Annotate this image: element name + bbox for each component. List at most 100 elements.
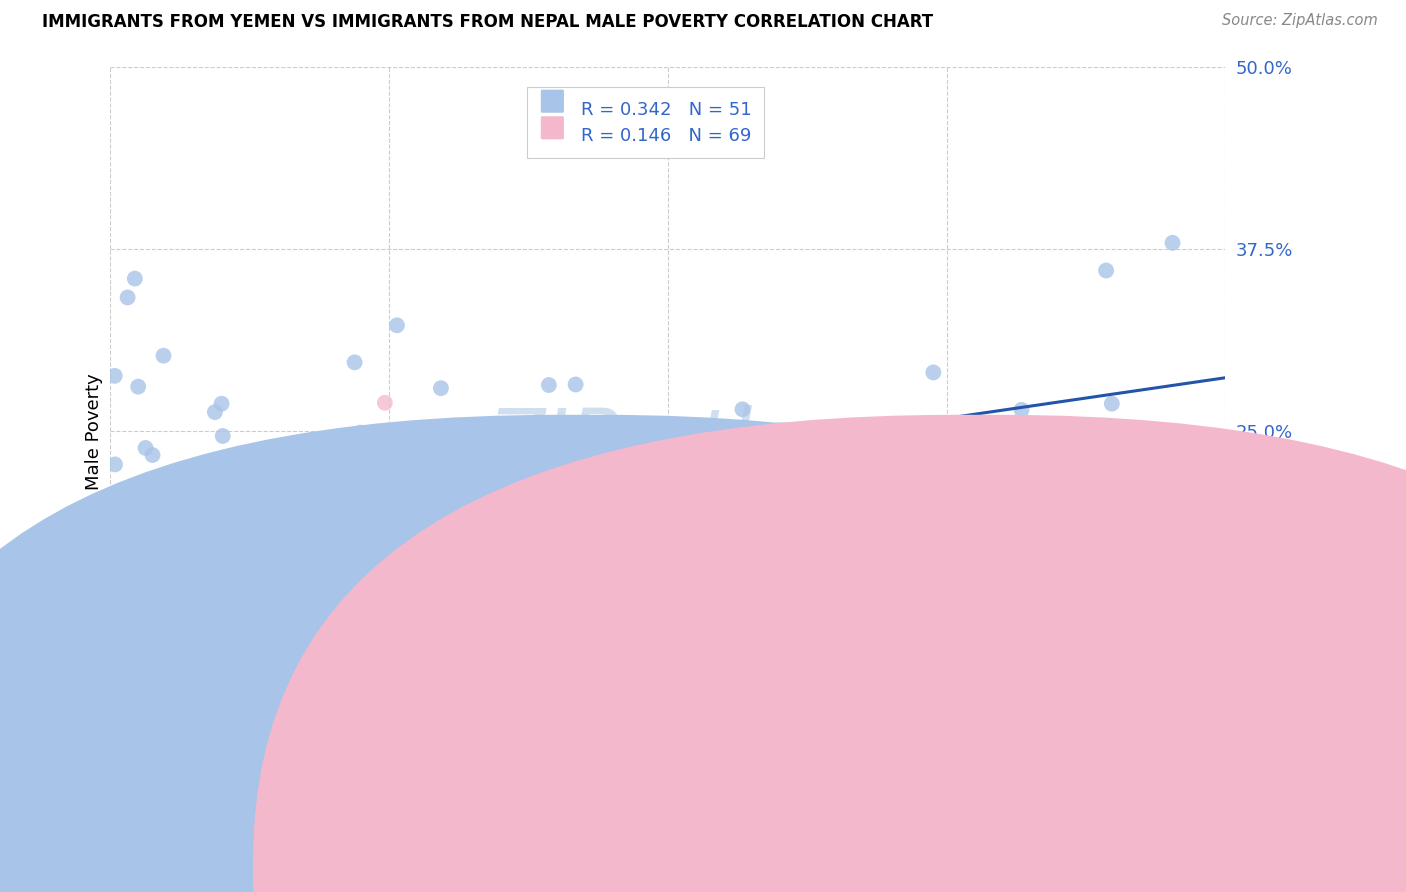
Point [837, 577, 859, 591]
Point [232, 680, 254, 694]
Point [922, 366, 945, 380]
Point [165, 634, 187, 648]
Point [141, 664, 163, 678]
Point [1095, 263, 1118, 277]
Point [115, 557, 138, 571]
Point [183, 612, 205, 626]
Point [186, 678, 208, 692]
Point [939, 592, 962, 607]
Point [117, 290, 139, 304]
Point [905, 513, 928, 527]
Point [294, 668, 316, 682]
Point [484, 650, 506, 665]
Text: Source: ZipAtlas.com: Source: ZipAtlas.com [1222, 13, 1378, 29]
Text: 0.0%: 0.0% [91, 863, 135, 881]
Point [979, 600, 1001, 615]
Point [373, 597, 395, 611]
Point [149, 655, 172, 669]
Point [406, 536, 429, 550]
Point [134, 489, 156, 503]
Point [148, 555, 170, 569]
Point [312, 551, 335, 566]
Point [141, 632, 163, 646]
Point [866, 525, 889, 540]
Point [162, 590, 184, 604]
Point [252, 509, 274, 524]
Point [294, 599, 316, 613]
Point [211, 397, 233, 411]
Point [446, 611, 468, 625]
Point [152, 349, 174, 363]
Point [231, 592, 253, 607]
Point [260, 595, 283, 609]
Point [811, 576, 834, 591]
Point [134, 631, 156, 645]
Text: Immigrants from Nepal: Immigrants from Nepal [1012, 863, 1215, 881]
Point [368, 615, 391, 629]
Point [127, 564, 149, 578]
Point [173, 660, 195, 674]
Point [430, 381, 453, 395]
Point [163, 613, 186, 627]
Point [361, 524, 384, 539]
Point [332, 607, 354, 622]
Point [419, 690, 441, 704]
Point [1208, 453, 1230, 467]
Legend: R = 0.342   N = 51, R = 0.146   N = 69: R = 0.342 N = 51, R = 0.146 N = 69 [527, 87, 765, 158]
Point [104, 693, 127, 707]
Point [537, 378, 560, 392]
Point [187, 543, 209, 558]
Point [249, 520, 271, 534]
Point [142, 600, 165, 615]
Point [104, 573, 127, 587]
Point [135, 441, 157, 455]
Point [128, 607, 150, 621]
Point [538, 580, 561, 594]
Point [1149, 475, 1171, 490]
Point [1011, 402, 1033, 417]
Point [139, 628, 162, 642]
Point [640, 695, 662, 709]
Point [396, 635, 419, 649]
Point [1101, 397, 1123, 411]
Point [1053, 661, 1076, 675]
Point [138, 549, 160, 563]
Text: 25.0%: 25.0% [1260, 863, 1315, 881]
Point [907, 526, 929, 541]
Point [752, 525, 775, 540]
Point [127, 696, 149, 710]
Point [731, 402, 754, 417]
Point [127, 671, 149, 685]
Point [374, 396, 396, 410]
Point [193, 526, 215, 541]
Text: Immigrants from Yemen: Immigrants from Yemen [619, 863, 828, 881]
Point [166, 582, 188, 596]
Point [104, 458, 127, 472]
Point [127, 536, 149, 550]
Point [124, 271, 146, 285]
Point [416, 697, 439, 711]
Point [238, 582, 260, 596]
Point [969, 612, 991, 626]
Point [343, 355, 366, 369]
Point [104, 368, 127, 383]
Point [776, 634, 799, 648]
Point [165, 669, 187, 683]
Point [181, 647, 204, 661]
Text: IMMIGRANTS FROM YEMEN VS IMMIGRANTS FROM NEPAL MALE POVERTY CORRELATION CHART: IMMIGRANTS FROM YEMEN VS IMMIGRANTS FROM… [42, 13, 934, 31]
Y-axis label: Male Poverty: Male Poverty [86, 373, 103, 490]
Point [159, 536, 181, 550]
Point [197, 611, 219, 625]
Point [204, 405, 226, 419]
Point [569, 609, 592, 624]
Point [494, 587, 516, 601]
Point [1043, 537, 1066, 551]
Point [127, 379, 149, 393]
Point [253, 651, 276, 665]
Point [266, 579, 288, 593]
Point [354, 599, 377, 614]
Point [564, 377, 586, 392]
Point [136, 604, 159, 618]
Point [195, 620, 218, 634]
Point [225, 640, 247, 655]
